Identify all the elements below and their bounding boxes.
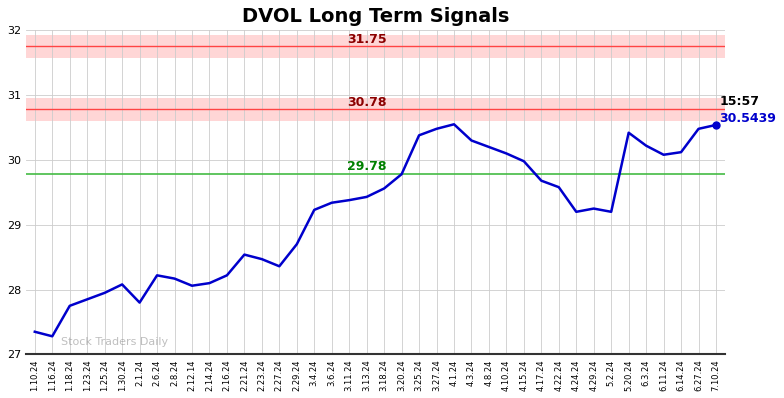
Title: DVOL Long Term Signals: DVOL Long Term Signals: [241, 7, 509, 26]
Text: 30.5439: 30.5439: [720, 112, 776, 125]
Text: 31.75: 31.75: [347, 33, 387, 46]
Text: Stock Traders Daily: Stock Traders Daily: [61, 337, 168, 347]
Text: 30.78: 30.78: [347, 96, 387, 109]
Text: 29.78: 29.78: [347, 160, 387, 173]
Text: 15:57: 15:57: [720, 96, 760, 109]
Bar: [26, 98, 724, 121]
Bar: [26, 35, 724, 58]
